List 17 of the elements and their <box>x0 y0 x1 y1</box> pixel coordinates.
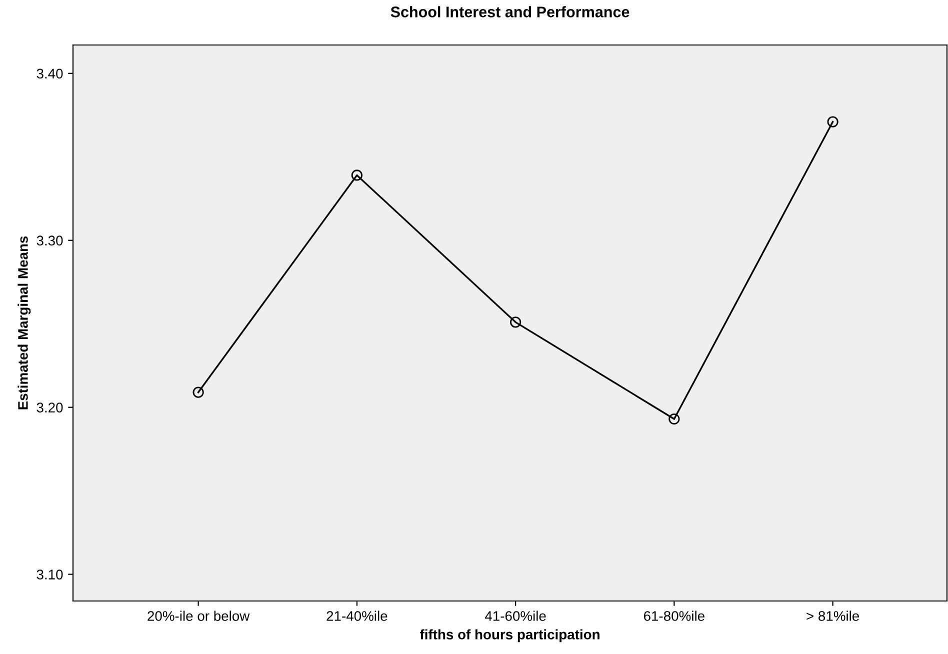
y-axis-title: Estimated Marginal Means <box>18 236 31 410</box>
x-tick-label: 41-60%ile <box>484 610 546 621</box>
y-tick-label: 3.20 <box>36 402 63 412</box>
point <box>668 413 680 425</box>
x-tick-label: 20%-ile or below <box>148 610 250 621</box>
x-axis-title: fifths of hours participation <box>420 629 600 642</box>
y-tick-label: 3.40 <box>36 68 63 79</box>
y-tick-label: 3.10 <box>36 570 63 580</box>
x-tick-label: > 81%ile <box>806 610 860 621</box>
point <box>827 116 838 128</box>
point <box>351 170 362 181</box>
x-tick-label: 61-80%ile <box>644 610 704 621</box>
x-tick-label: 21-40%ile <box>326 610 388 621</box>
chart-title: School Interest and Performance <box>390 6 630 18</box>
y-tick-label: 3.30 <box>36 236 63 246</box>
point <box>510 316 522 328</box>
point <box>192 386 204 398</box>
